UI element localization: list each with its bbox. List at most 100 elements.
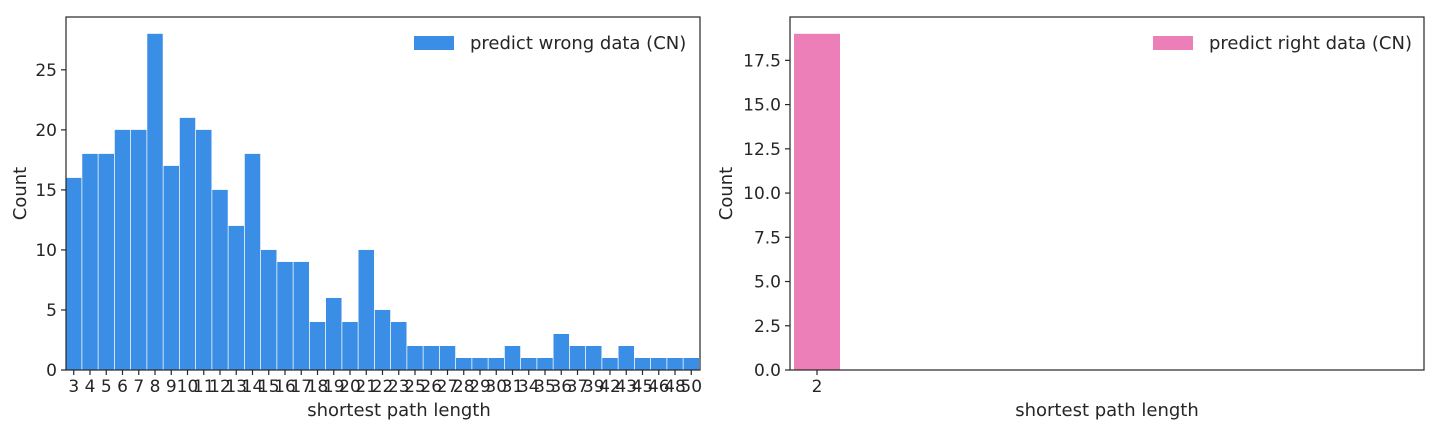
- bar: [228, 225, 244, 370]
- bar: [407, 345, 423, 370]
- x-tick-label: 11: [193, 377, 215, 397]
- x-tick-label: 13: [225, 377, 247, 397]
- bar: [374, 309, 391, 370]
- bar: [618, 345, 634, 370]
- bar: [244, 153, 261, 370]
- legend-label: predict right data (CN): [1209, 33, 1412, 54]
- x-axis-label: shortest path length: [1015, 400, 1199, 421]
- legend-swatch: [1153, 36, 1193, 50]
- bar: [66, 177, 82, 370]
- x-tick-label: 48: [664, 377, 686, 397]
- bar: [261, 249, 277, 370]
- x-tick-label: 27: [437, 377, 459, 397]
- bar: [667, 357, 683, 370]
- bar: [391, 321, 407, 370]
- x-tick-label: 21: [355, 377, 377, 397]
- bar: [504, 345, 521, 370]
- x-tick-label: 26: [420, 377, 442, 397]
- y-tick-label: 5: [46, 301, 57, 321]
- y-tick-label: 0: [46, 361, 57, 381]
- x-tick-label: 45: [632, 377, 654, 397]
- bar: [634, 357, 651, 370]
- bar: [569, 345, 586, 370]
- y-tick-label: 17.5: [743, 51, 781, 71]
- y-tick-label: 10: [35, 241, 57, 261]
- x-tick-label: 34: [518, 377, 540, 397]
- bar: [521, 357, 537, 370]
- x-tick-label: 39: [583, 377, 605, 397]
- x-tick-label: 12: [209, 377, 231, 397]
- x-tick-label: 28: [453, 377, 475, 397]
- bar: [358, 249, 374, 370]
- x-tick-label: 9: [166, 377, 177, 397]
- y-axis-label: Count: [10, 167, 31, 220]
- y-tick-label: 0.0: [754, 361, 781, 381]
- bar: [456, 357, 472, 370]
- x-tick-label: 18: [307, 377, 329, 397]
- bar: [553, 333, 569, 370]
- x-tick-label: 2: [812, 377, 823, 397]
- bar: [794, 33, 840, 371]
- y-tick-label: 5.0: [754, 273, 781, 293]
- x-tick-label: 4: [85, 377, 96, 397]
- bar: [277, 261, 293, 370]
- legend-label: predict wrong data (CN): [470, 33, 686, 54]
- bar: [163, 165, 179, 370]
- bar: [586, 345, 602, 370]
- y-tick-label: 15.0: [743, 96, 781, 116]
- bar: [439, 345, 456, 370]
- legend-swatch: [414, 36, 454, 50]
- y-tick-label: 2.5: [754, 317, 781, 337]
- x-tick-label: 35: [534, 377, 556, 397]
- x-tick-label: 5: [101, 377, 112, 397]
- y-tick-label: 20: [35, 121, 57, 141]
- plot-frame: [789, 16, 1425, 371]
- x-tick-label: 8: [150, 377, 161, 397]
- x-tick-label: 19: [323, 377, 345, 397]
- y-tick-label: 25: [35, 61, 57, 81]
- x-tick-label: 50: [680, 377, 702, 397]
- x-tick-label: 10: [177, 377, 199, 397]
- bar: [423, 345, 439, 370]
- bar: [683, 357, 699, 370]
- bar: [472, 357, 488, 370]
- x-tick-label: 7: [133, 377, 144, 397]
- bar: [212, 189, 228, 370]
- bar: [82, 153, 98, 370]
- bar: [196, 129, 212, 370]
- x-tick-label: 23: [388, 377, 410, 397]
- bar: [602, 357, 618, 370]
- x-tick-label: 16: [274, 377, 296, 397]
- x-tick-label: 15: [258, 377, 280, 397]
- y-tick-label: 10.0: [743, 184, 781, 204]
- bar: [147, 33, 163, 371]
- y-tick-label: 12.5: [743, 140, 781, 160]
- x-tick-label: 42: [599, 377, 621, 397]
- x-tick-label: 30: [485, 377, 507, 397]
- bar: [326, 297, 342, 370]
- x-tick-label: 6: [117, 377, 128, 397]
- x-tick-label: 37: [567, 377, 589, 397]
- y-tick-label: 7.5: [754, 228, 781, 248]
- bar: [114, 129, 131, 370]
- x-tick-label: 29: [469, 377, 491, 397]
- x-axis-label: shortest path length: [307, 400, 491, 421]
- bar: [488, 357, 504, 370]
- bar: [98, 153, 114, 370]
- y-tick-label: 15: [35, 181, 57, 201]
- bar: [131, 129, 147, 370]
- y-axis-label: Count: [716, 167, 737, 220]
- x-tick-label: 3: [68, 377, 79, 397]
- bar: [342, 321, 358, 370]
- x-tick-label: 14: [242, 377, 264, 397]
- bar: [537, 357, 553, 370]
- x-tick-label: 25: [404, 377, 426, 397]
- x-tick-label: 46: [648, 377, 670, 397]
- x-tick-label: 36: [550, 377, 572, 397]
- x-tick-label: 20: [339, 377, 361, 397]
- bar: [293, 261, 309, 370]
- bar: [309, 321, 326, 370]
- x-tick-label: 17: [290, 377, 312, 397]
- bar: [179, 117, 196, 370]
